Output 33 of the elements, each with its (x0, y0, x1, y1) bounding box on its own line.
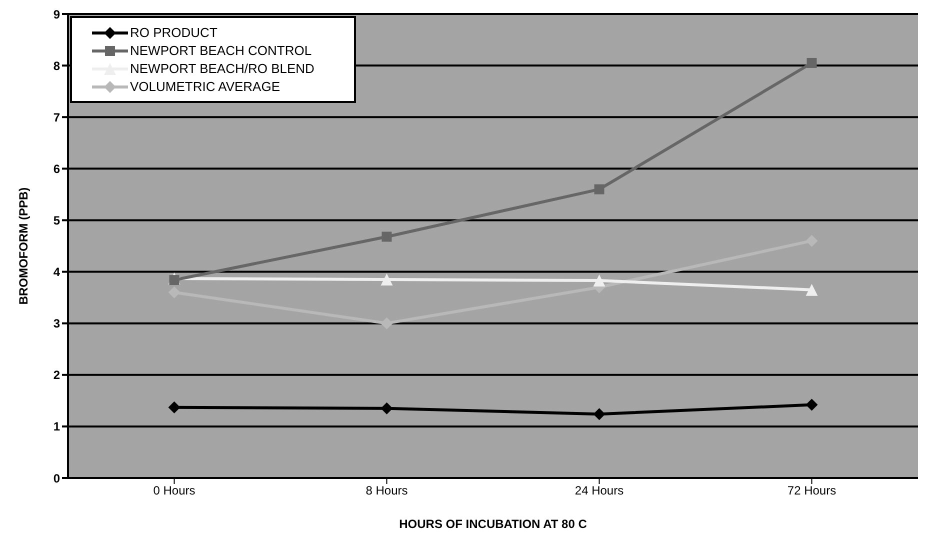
y-tick-label: 7 (53, 110, 60, 124)
point (593, 274, 606, 287)
point (380, 274, 393, 286)
y-tick-label: 1 (53, 420, 60, 434)
legend-label: NEWPORT BEACH/RO BLEND (130, 61, 314, 76)
x-tick-label: 24 Hours (574, 484, 624, 498)
x-tick-label: 0 Hours (153, 484, 196, 498)
point (169, 275, 180, 286)
x-axis-title: HOURS OF INCUBATION AT 80 C (399, 517, 588, 531)
legend-label: VOLUMETRIC AVERAGE (130, 79, 280, 94)
point (382, 232, 392, 242)
legend-label: RO PRODUCT (130, 25, 218, 40)
point (168, 401, 180, 414)
point (806, 284, 818, 296)
point (806, 58, 817, 68)
y-tick-label: 8 (53, 58, 60, 73)
point (168, 286, 180, 298)
point (594, 184, 604, 194)
y-tick-label: 4 (53, 265, 60, 280)
y-tick-label: 9 (53, 7, 60, 22)
x-tick-label: 72 Hours (787, 484, 836, 498)
x-tick-label: 8 Hours (366, 484, 408, 498)
point (380, 317, 393, 330)
legend-label: NEWPORT BEACH CONTROL (130, 43, 312, 58)
point (593, 408, 606, 420)
y-tick-label: 5 (53, 213, 60, 228)
y-tick-label: 3 (53, 316, 60, 331)
y-tick-label: 2 (53, 368, 60, 382)
y-tick-label: 6 (53, 162, 60, 176)
y-tick-label: 0 (53, 471, 60, 486)
point (380, 402, 393, 414)
y-axis-title: BROMOFORM (PPB) (16, 187, 30, 305)
point (806, 398, 818, 411)
